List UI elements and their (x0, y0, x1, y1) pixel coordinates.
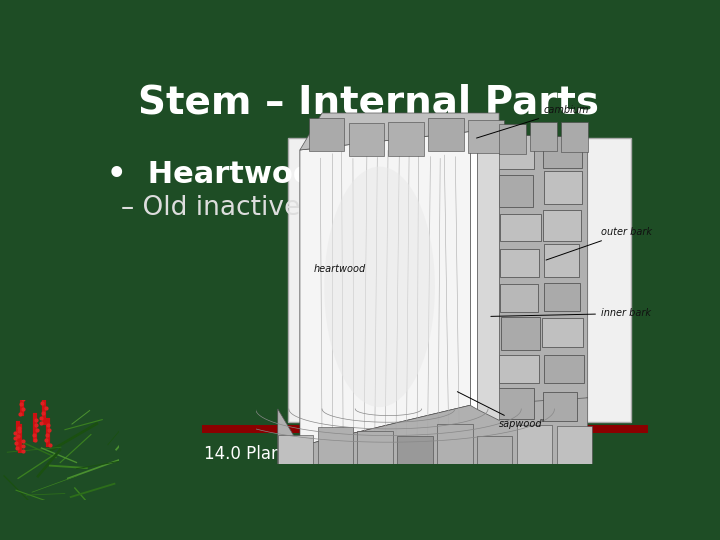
Bar (544, 283, 580, 310)
Bar (501, 317, 539, 350)
Bar (543, 210, 581, 241)
Bar (499, 355, 539, 383)
Text: – Old inactive xylem.: – Old inactive xylem. (121, 195, 397, 221)
Bar (288, 138, 631, 422)
Text: 14.0 Plant Parts and Their Functions: 14.0 Plant Parts and Their Functions (204, 444, 504, 463)
Bar (499, 124, 526, 153)
Bar (202, 426, 648, 433)
Bar (544, 245, 580, 277)
Bar (389, 123, 424, 156)
Text: outer bark: outer bark (546, 227, 652, 260)
Text: inner bark: inner bark (491, 308, 651, 319)
Bar (468, 120, 503, 153)
Bar (543, 392, 577, 421)
Polygon shape (470, 131, 477, 409)
Bar (498, 388, 534, 419)
Polygon shape (278, 398, 588, 464)
Bar (477, 436, 513, 464)
Bar (500, 214, 541, 241)
Bar (499, 176, 533, 207)
Text: •  Heartwood: • Heartwood (107, 160, 336, 190)
Bar (437, 424, 472, 464)
Bar (278, 435, 313, 464)
Text: heartwood: heartwood (313, 264, 366, 274)
Bar (498, 136, 534, 168)
Polygon shape (477, 131, 499, 420)
Bar (544, 171, 582, 204)
Bar (357, 431, 393, 464)
Bar (500, 285, 538, 312)
Bar (557, 426, 592, 464)
Bar (500, 249, 539, 277)
Bar (530, 122, 557, 151)
Ellipse shape (324, 167, 435, 407)
Bar (561, 122, 588, 152)
Bar (318, 427, 353, 464)
Bar (397, 436, 433, 464)
Text: sapwood': sapwood' (457, 392, 545, 429)
Polygon shape (300, 131, 470, 446)
Polygon shape (499, 131, 588, 420)
Text: cambium: cambium (477, 105, 589, 138)
Bar (542, 318, 583, 347)
Bar (348, 123, 384, 156)
Text: Stem – Internal Parts: Stem – Internal Parts (138, 83, 600, 121)
Bar (309, 118, 344, 151)
Bar (517, 425, 552, 464)
Polygon shape (300, 113, 499, 150)
Bar (543, 136, 582, 168)
Bar (428, 118, 464, 152)
Bar (544, 355, 583, 383)
